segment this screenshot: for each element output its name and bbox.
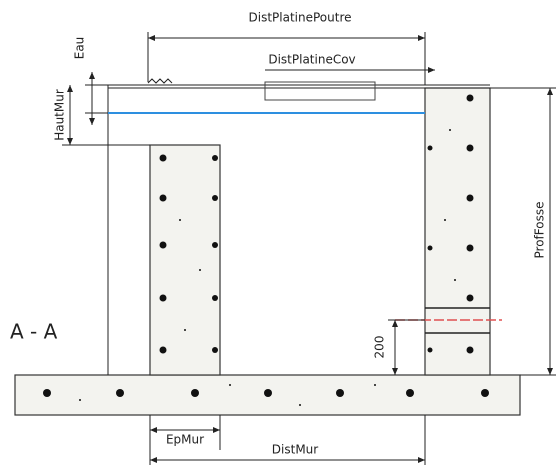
- dim-label: EpMur: [166, 433, 204, 447]
- dim-label: ProfFosse: [533, 202, 547, 259]
- dim-label: Eau: [73, 37, 87, 60]
- left-wall: [149, 144, 221, 376]
- plate: [264, 81, 376, 101]
- dim-label: 200: [373, 336, 387, 359]
- dim-label: DistPlatinePoutre: [249, 11, 352, 25]
- dim-label: DistMur: [272, 443, 318, 457]
- rebar: [43, 94, 489, 406]
- weld: [147, 78, 173, 84]
- right-wall: [424, 87, 491, 376]
- dim-label: DistPlatineCov: [268, 53, 355, 67]
- dimensions: [62, 32, 556, 465]
- section-title: A - A: [10, 320, 58, 344]
- dim-label: HautMur: [53, 89, 67, 141]
